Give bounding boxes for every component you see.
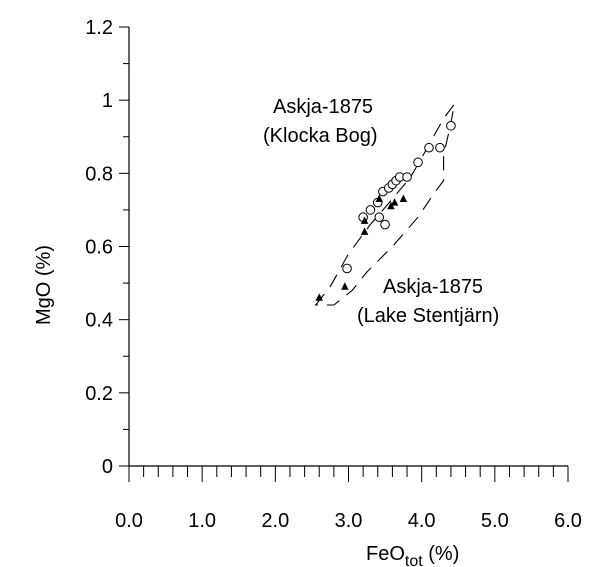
x-tick-label: 5.0 <box>481 510 509 532</box>
x-axis: 0.0 1.0 2.0 3.0 4.0 5.0 6.0 <box>115 465 582 532</box>
x-tick-label: 2.0 <box>261 510 289 532</box>
y-axis-title: MgO (%) <box>33 245 55 325</box>
open-circle-point <box>374 212 385 223</box>
open-circle-point <box>365 205 376 215</box>
x-axis-title-unit: (%) <box>423 543 460 565</box>
y-tick-label: 0.8 <box>85 163 113 185</box>
x-tick-label: 4.0 <box>408 510 436 532</box>
y-tick-label: 1.2 <box>85 17 113 39</box>
y-axis: 0 0.2 0.4 0.6 0.8 1 1.2 <box>85 17 130 478</box>
y-tick-label: 0.6 <box>85 237 113 259</box>
filled-triangle-point <box>341 282 349 290</box>
filled-triangle-point <box>360 227 369 235</box>
envelope-klocka <box>314 103 456 306</box>
filled-triangle-point <box>375 194 383 202</box>
open-circle-point <box>413 157 423 168</box>
filled-triangle-point <box>360 216 369 224</box>
filled-triangle-point <box>390 198 399 206</box>
filled-triangle-point <box>315 293 323 301</box>
x-axis-title-sub: tot <box>405 553 423 567</box>
open-circle-point <box>380 219 390 230</box>
data-points <box>315 120 456 301</box>
envelopes <box>314 103 456 306</box>
y-tick-label: 0 <box>102 456 113 478</box>
annotation-stentjarn-line1: Askja-1875 <box>383 276 483 298</box>
x-tick-label: 3.0 <box>335 510 363 532</box>
open-circle-point <box>424 142 434 153</box>
x-axis-title: FeOtot (%) <box>366 543 459 567</box>
x-tick-label: 6.0 <box>554 510 582 532</box>
x-tick-label: 1.0 <box>188 510 216 532</box>
annotation-klocka-line1: Askja-1875 <box>273 96 373 118</box>
x-tick-label: 0.0 <box>115 510 143 532</box>
x-axis-title-main: FeO <box>366 543 405 565</box>
filled-triangle-point <box>399 194 408 202</box>
open-circle-point <box>342 263 352 274</box>
open-circle-point <box>402 172 412 182</box>
y-tick-label: 0.2 <box>85 383 113 405</box>
annotation-stentjarn-line2: (Lake Stentjärn) <box>357 305 499 327</box>
open-circle-point <box>446 120 456 131</box>
y-tick-label: 1 <box>102 90 113 112</box>
y-tick-label: 0.4 <box>85 310 113 332</box>
open-circle-point <box>435 142 445 153</box>
annotation-klocka-line2: (Klocka Bog) <box>263 125 378 147</box>
